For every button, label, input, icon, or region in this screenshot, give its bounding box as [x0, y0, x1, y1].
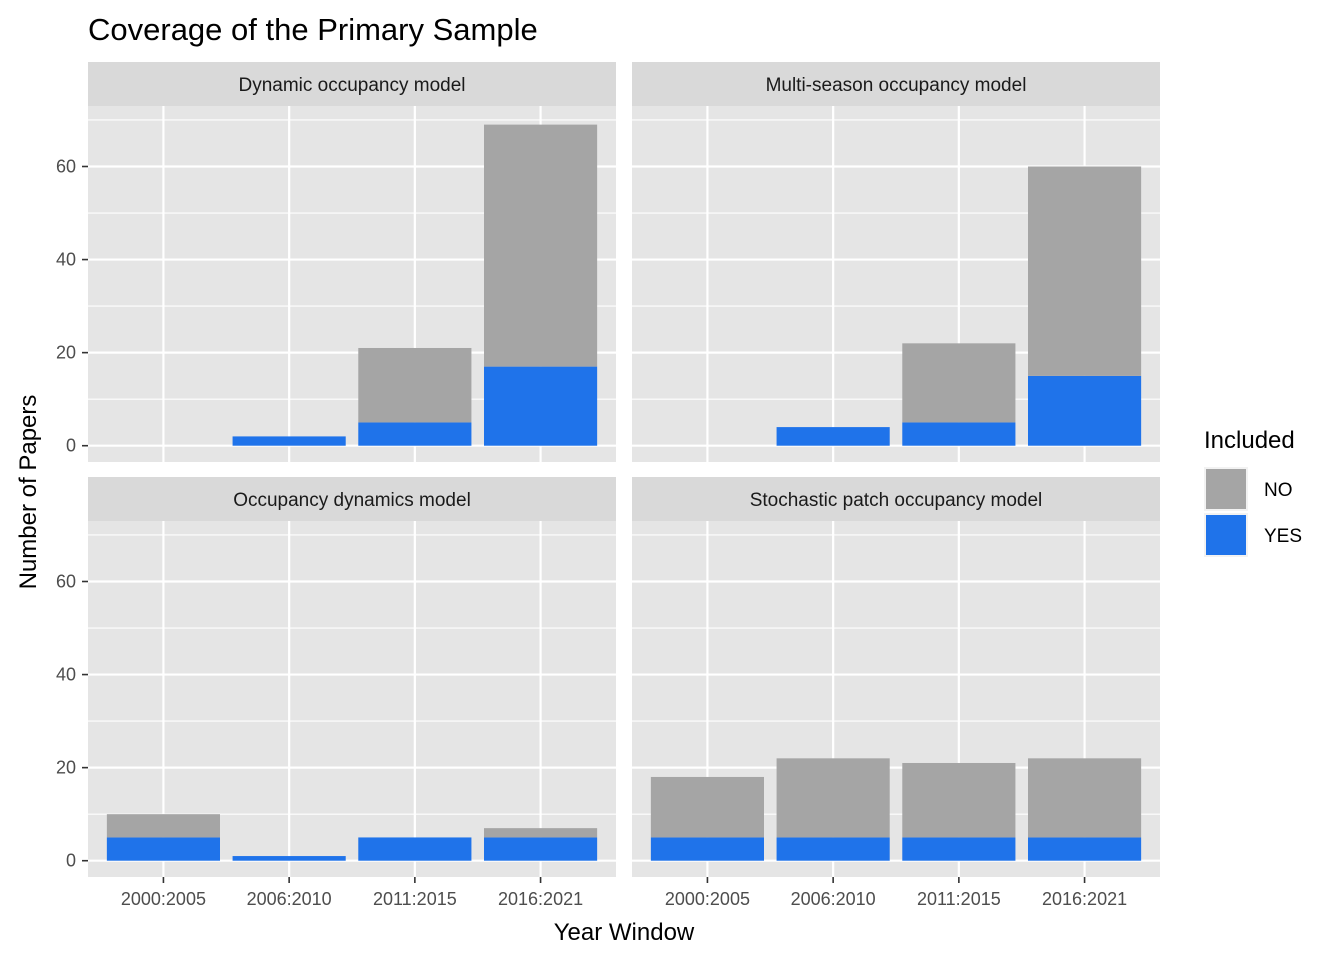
- x-tick-label: 2011:2015: [917, 889, 1001, 909]
- y-tick-label: 0: [66, 851, 76, 871]
- legend-label: YES: [1264, 526, 1302, 547]
- bar-yes: [484, 366, 598, 446]
- bar-yes: [902, 422, 1016, 446]
- bar-no: [776, 758, 890, 838]
- bar-no: [1028, 758, 1142, 838]
- y-tick-label: 60: [56, 156, 76, 176]
- bar-no: [902, 762, 1016, 838]
- y-tick-label: 40: [56, 250, 76, 270]
- x-tick-label: 2006:2010: [791, 889, 876, 909]
- facet-strip: [632, 62, 1160, 106]
- bar-yes: [232, 856, 346, 861]
- bar-yes: [106, 837, 220, 861]
- bar-yes: [358, 422, 472, 446]
- facet-strip: [88, 477, 616, 521]
- facet-strip-label: Stochastic patch occupancy model: [750, 490, 1043, 511]
- bar-no: [902, 343, 1016, 423]
- bar-no: [650, 776, 764, 838]
- bar-yes: [1028, 375, 1142, 446]
- bar-yes: [1028, 837, 1142, 861]
- bar-no: [1028, 166, 1142, 376]
- bar-no: [106, 814, 220, 838]
- y-tick-label: 20: [56, 758, 76, 778]
- bar-yes: [484, 837, 598, 861]
- x-tick-label: 2011:2015: [373, 889, 457, 909]
- x-tick-label: 2000:2005: [121, 889, 206, 909]
- legend-title: Included: [1204, 427, 1295, 454]
- bar-yes: [776, 837, 890, 861]
- x-tick-label: 2006:2010: [247, 889, 332, 909]
- x-tick-label: 2000:2005: [665, 889, 750, 909]
- x-tick-label: 2016:2021: [498, 889, 583, 909]
- bar-yes: [232, 436, 346, 446]
- facet-strip-label: Occupancy dynamics model: [233, 490, 471, 511]
- facet-strip: [632, 477, 1160, 521]
- facet-strip-label: Multi-season occupancy model: [766, 75, 1027, 96]
- legend-key-swatch: [1206, 469, 1246, 509]
- bar-yes: [776, 427, 890, 446]
- bar-yes: [650, 837, 764, 861]
- bar-yes: [902, 837, 1016, 861]
- bar-no: [358, 347, 472, 423]
- x-axis-title: Year Window: [554, 919, 695, 946]
- legend-key-swatch: [1206, 515, 1246, 555]
- y-axis-title: Number of Papers: [15, 395, 42, 590]
- legend-label: NO: [1264, 480, 1293, 501]
- y-tick-label: 40: [56, 665, 76, 685]
- chart-title: Coverage of the Primary Sample: [88, 12, 538, 47]
- panels-layer: Dynamic occupancy model 0 20 40 60 Multi-seas…: [56, 62, 1160, 909]
- bar-no: [484, 828, 598, 838]
- x-tick-label: 2016:2021: [1042, 889, 1127, 909]
- facet-strip-label: Dynamic occupancy model: [238, 75, 465, 96]
- y-tick-label: 0: [66, 436, 76, 456]
- y-tick-label: 60: [56, 571, 76, 591]
- bar-yes: [358, 837, 472, 861]
- bar-no: [484, 124, 598, 367]
- y-tick-label: 20: [56, 343, 76, 363]
- facet-strip: [88, 62, 616, 106]
- legend: Included NO YES: [1204, 427, 1302, 557]
